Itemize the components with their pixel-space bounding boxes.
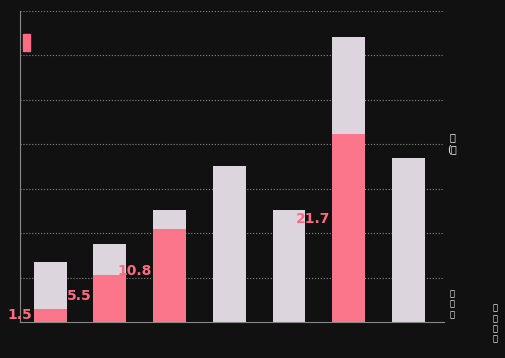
Bar xyxy=(153,229,186,322)
Bar xyxy=(392,158,425,322)
Bar xyxy=(213,166,246,322)
Text: コ
ス
ト: コ ス ト xyxy=(449,289,454,319)
Bar xyxy=(34,262,67,322)
Bar xyxy=(332,37,365,322)
Bar xyxy=(93,275,126,322)
Text: 発
電
方
法: 発 電 方 法 xyxy=(492,304,497,344)
Bar xyxy=(273,210,306,322)
Bar xyxy=(23,34,30,51)
Text: 5.5: 5.5 xyxy=(67,289,92,303)
Bar xyxy=(93,244,126,322)
Text: 大
(億: 大 (億 xyxy=(447,132,457,154)
Text: 21.7: 21.7 xyxy=(296,212,331,226)
Bar xyxy=(153,210,186,322)
Text: 1.5: 1.5 xyxy=(7,308,32,322)
Text: 10.8: 10.8 xyxy=(117,264,152,278)
Bar xyxy=(332,135,365,322)
Bar xyxy=(34,309,67,322)
